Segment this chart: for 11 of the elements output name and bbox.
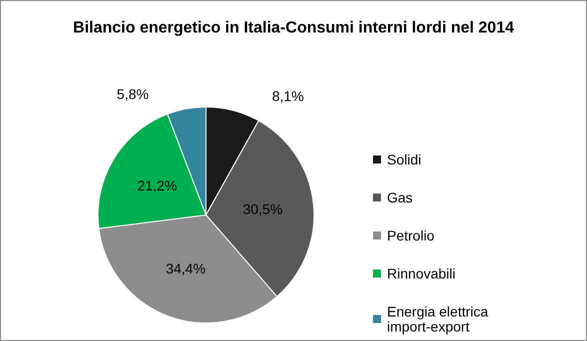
data-label: 8,1% — [272, 88, 304, 104]
chart-title: Bilancio energetico in Italia-Consumi interni lordi nel 2014 — [73, 20, 514, 36]
data-label: 30,5% — [242, 201, 283, 218]
data-label: 34,4% — [166, 260, 206, 276]
legend-label: Energia elettrica import-export — [387, 304, 492, 334]
legend-label: Rinnovabili — [387, 266, 456, 282]
data-label: 5,8% — [116, 86, 149, 102]
legend-label: Gas — [387, 190, 413, 206]
data-label: 21,2% — [137, 178, 177, 194]
legend-label: Solidi — [387, 152, 422, 168]
legend-label: Petrolio — [387, 228, 435, 244]
